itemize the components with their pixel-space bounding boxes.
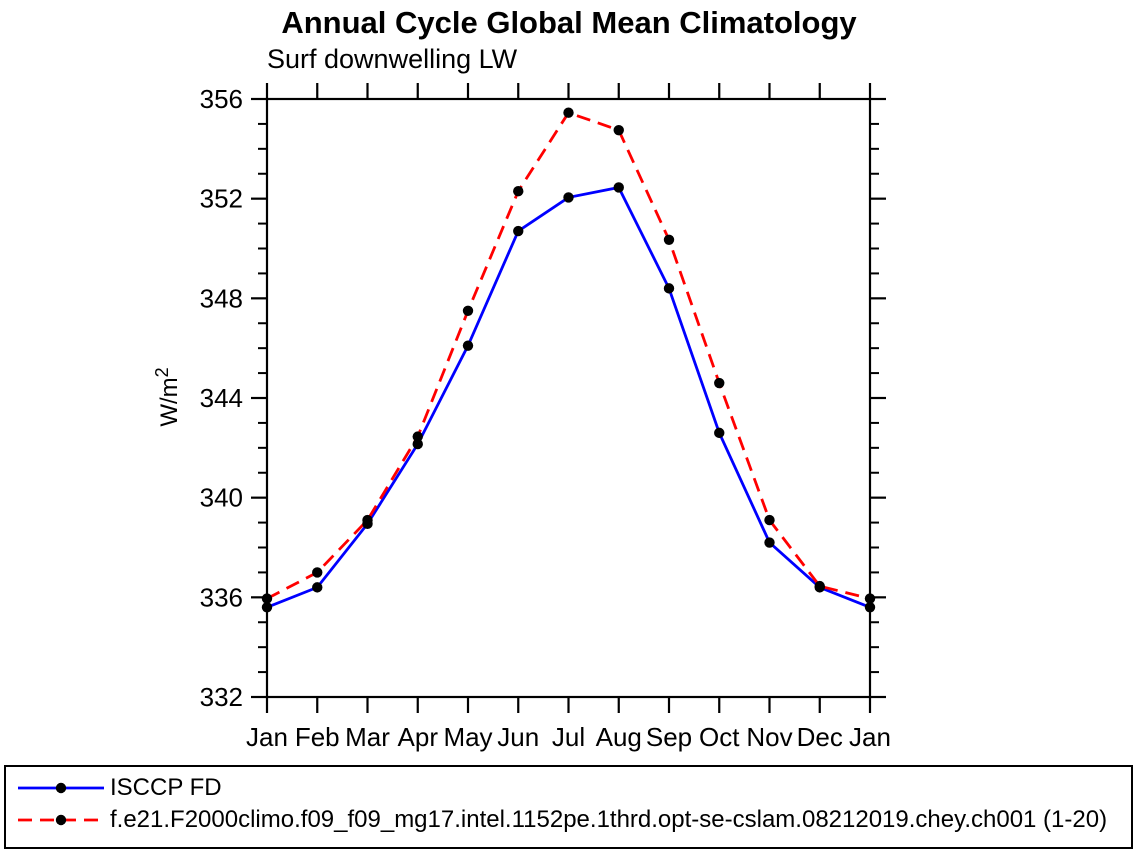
legend-sample-solid-line-icon	[18, 782, 104, 794]
legend-sample-dashed-line-icon	[18, 814, 104, 826]
x-tick-label: Apr	[398, 722, 439, 752]
series-0-data-point	[261, 602, 273, 613]
y-tick-label: 332	[200, 682, 243, 712]
x-tick-label: Nov	[746, 722, 792, 752]
legend-item: ISCCP FD	[12, 771, 222, 805]
y-tick-label: 344	[200, 383, 243, 413]
series-0-data-point	[714, 427, 725, 439]
legend-label: f.e21.F2000climo.f09_f09_mg17.intel.1152…	[110, 806, 1108, 833]
series-0-data-point	[563, 192, 574, 203]
x-tick-label: Jun	[497, 722, 539, 752]
series-1-data-point	[362, 514, 373, 526]
series-0-data-point	[462, 340, 474, 351]
series-0-data-point	[764, 537, 775, 548]
x-tick-label: Mar	[345, 722, 390, 752]
x-tick-label: Sep	[646, 722, 692, 752]
x-tick-label: Jan	[849, 722, 891, 752]
series-0-data-point	[412, 438, 423, 450]
legend-item: f.e21.F2000climo.f09_f09_mg17.intel.1152…	[12, 803, 1107, 837]
series-0-data-point	[513, 225, 524, 237]
y-axis-title: W/m2	[152, 367, 183, 426]
legend: ISCCP FD f.e21.F2000climo.f09_f09_mg17.i…	[4, 765, 1133, 849]
series-0-data-point	[613, 182, 624, 193]
x-tick-label: Aug	[596, 722, 642, 752]
series-1-data-point	[261, 593, 273, 604]
series-0-data-point	[864, 602, 876, 613]
series-0-data-point	[312, 582, 323, 593]
series-1-data-point	[613, 124, 624, 136]
series-1-line	[266, 111, 871, 600]
chart-subtitle: Surf downwelling LW	[267, 44, 518, 74]
series-0-data-point	[663, 283, 675, 294]
series-1-data-point	[714, 377, 725, 389]
series-1-data-point	[814, 580, 825, 592]
series-1-data-point	[864, 593, 876, 604]
series-1-data-point	[764, 514, 775, 526]
series-1-data-point	[412, 431, 423, 442]
x-tick-label: Feb	[295, 722, 340, 752]
series-1-data-point	[462, 305, 474, 316]
series-1-data-point	[513, 185, 524, 197]
x-tick-label: Jan	[246, 722, 288, 752]
x-tick-label: May	[443, 722, 492, 752]
x-tick-label: Dec	[797, 722, 843, 752]
series-0-line	[266, 185, 871, 609]
legend-label: ISCCP FD	[110, 774, 222, 801]
y-tick-label: 340	[200, 483, 243, 513]
y-tick-label: 352	[200, 184, 243, 214]
series-1-data-point	[312, 567, 323, 578]
x-tick-label: Jul	[552, 722, 585, 752]
y-tick-label: 348	[200, 283, 243, 313]
x-tick-label: Oct	[699, 722, 740, 752]
chart-title: Annual Cycle Global Mean Climatology	[281, 5, 857, 40]
series-1-data-point	[563, 107, 574, 118]
series-1-data-point	[663, 234, 675, 245]
plot-frame	[265, 97, 872, 699]
y-tick-label: 336	[200, 582, 243, 612]
y-tick-label: 356	[200, 84, 243, 114]
